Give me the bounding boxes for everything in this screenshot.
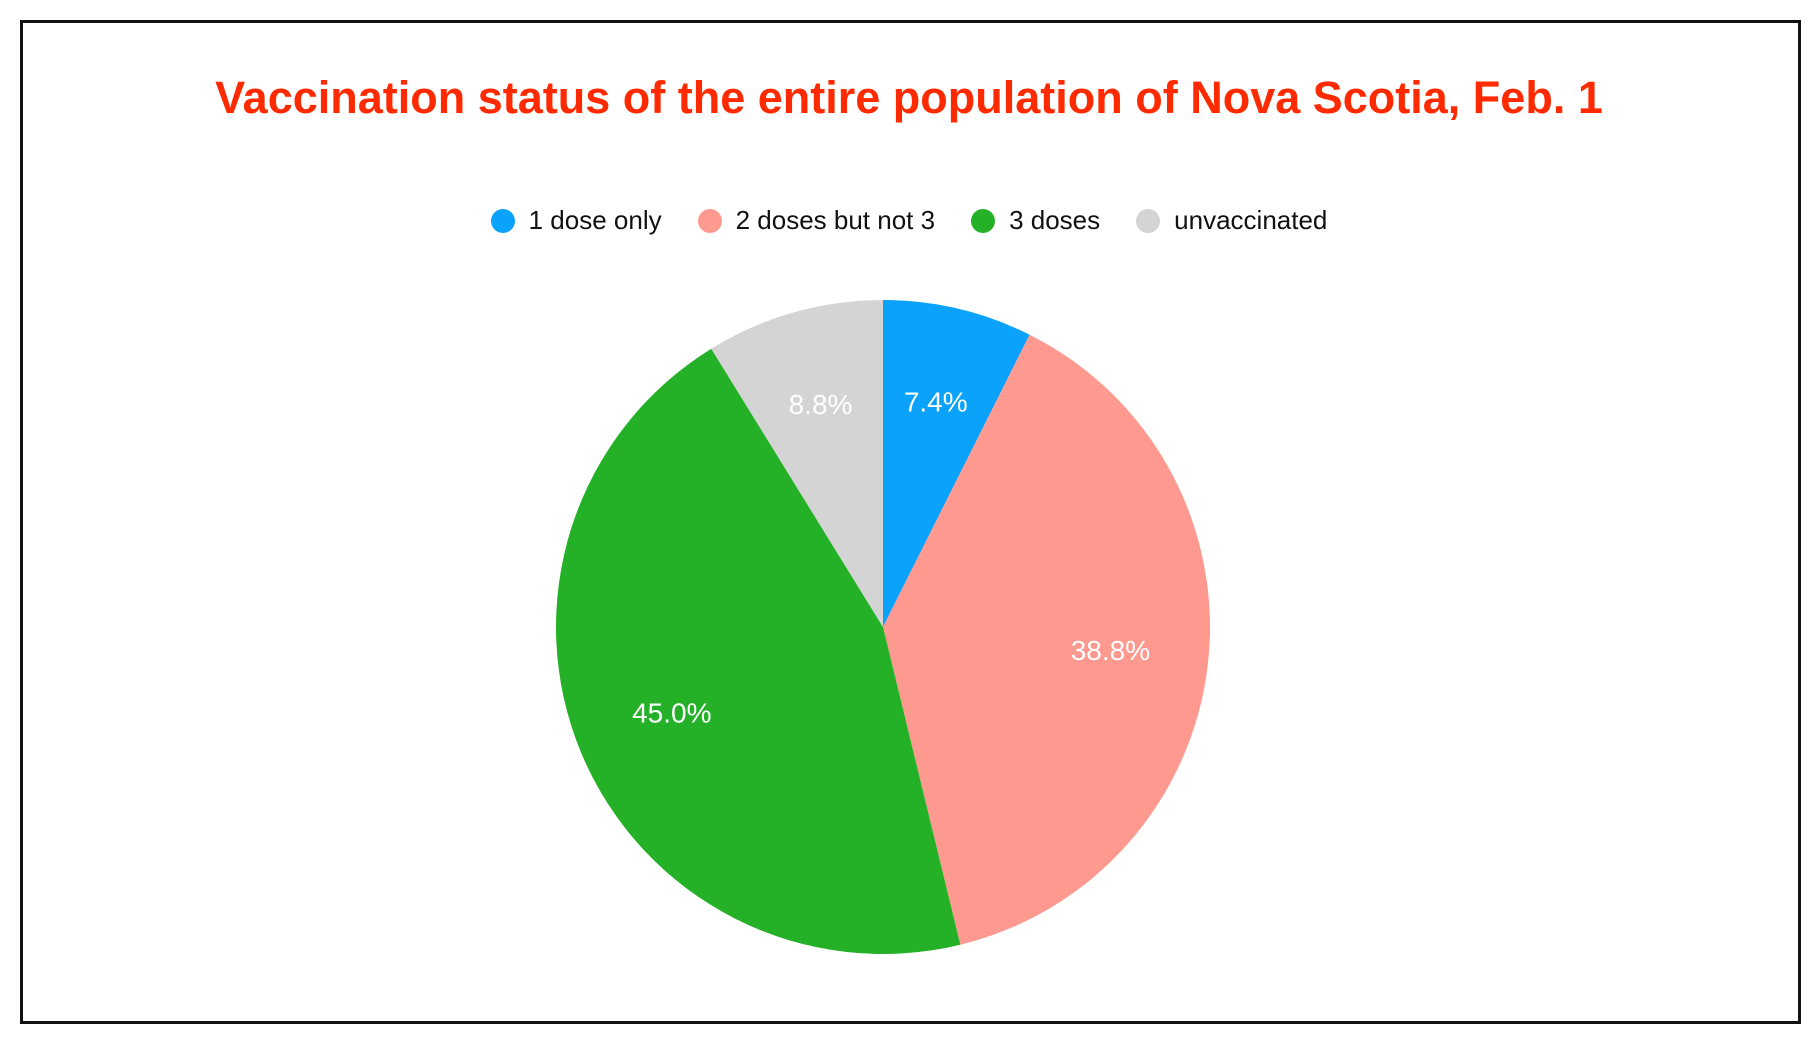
legend-swatch-2-doses [697, 208, 722, 233]
legend-item-1-dose-only: 1 dose only [490, 205, 662, 236]
legend-item-3-doses: 3 doses [971, 205, 1100, 236]
legend-swatch-3-doses [971, 208, 996, 233]
legend-label-2-doses: 2 doses but not 3 [735, 205, 936, 235]
legend: 1 dose only 2 doses but not 3 3 doses un… [0, 205, 1818, 236]
legend-item-unvaccinated: unvaccinated [1136, 205, 1327, 236]
pie-slice-3-doses [555, 348, 961, 955]
pie-slice-2-doses [883, 334, 1210, 945]
pie-label-unvaccinated: 8.8% [789, 389, 853, 420]
legend-label-3-doses: 3 doses [1009, 205, 1101, 235]
legend-item-2-doses: 2 doses but not 3 [697, 205, 936, 236]
legend-swatch-1-dose-only [490, 208, 515, 233]
pie-label-3-doses: 45.0% [632, 698, 711, 729]
legend-label-1-dose-only: 1 dose only [528, 205, 662, 235]
chart-title: Vaccination status of the entire populat… [215, 72, 1603, 123]
pie-slice-unvaccinated [711, 300, 883, 627]
pie-slice-1-dose-only [883, 300, 1030, 627]
legend-label-unvaccinated: unvaccinated [1174, 205, 1328, 235]
pie-label-1-dose-only: 7.4% [904, 387, 968, 418]
pie-label-2-doses: 38.8% [1071, 635, 1150, 666]
legend-swatch-unvaccinated [1136, 208, 1161, 233]
